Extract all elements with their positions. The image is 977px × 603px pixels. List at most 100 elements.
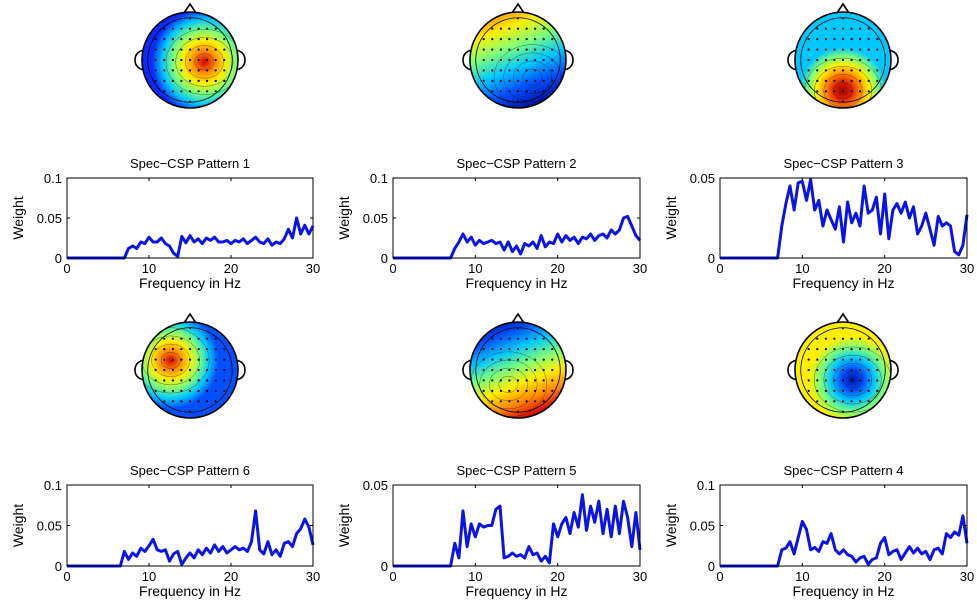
- electrode: [180, 80, 182, 82]
- electrode: [163, 400, 165, 402]
- electrode: [483, 49, 485, 51]
- electrode: [825, 379, 827, 381]
- electrode: [526, 348, 528, 350]
- electrode: [851, 28, 853, 30]
- chart-title: Spec−CSP Pattern 1: [130, 156, 250, 171]
- electrode: [500, 90, 502, 92]
- electrode: [189, 28, 191, 30]
- x-axis-label: Frequency in Hz: [139, 275, 241, 291]
- electrode: [816, 379, 818, 381]
- electrode: [206, 69, 208, 71]
- electrode: [508, 69, 510, 71]
- electrode: [491, 390, 493, 392]
- electrode: [526, 400, 528, 402]
- electrode: [534, 390, 536, 392]
- electrode: [842, 69, 844, 71]
- electrode: [876, 359, 878, 361]
- electrode: [517, 28, 519, 30]
- electrode: [483, 80, 485, 82]
- electrode: [206, 28, 208, 30]
- electrode: [163, 90, 165, 92]
- electrode: [842, 369, 844, 371]
- electrode: [155, 49, 157, 51]
- electrode: [508, 338, 510, 340]
- electrode: [859, 348, 861, 350]
- electrode: [491, 400, 493, 402]
- y-tick-label: 0.05: [37, 211, 62, 226]
- electrode: [816, 400, 818, 402]
- electrode: [876, 49, 878, 51]
- electrode: [215, 49, 217, 51]
- electrode: [508, 80, 510, 82]
- y-tick-label: 0: [55, 559, 62, 574]
- electrode: [198, 59, 200, 61]
- electrode: [215, 379, 217, 381]
- electrode: [483, 379, 485, 381]
- electrode: [155, 80, 157, 82]
- electrode: [551, 69, 553, 71]
- electrode: [198, 359, 200, 361]
- electrode: [868, 338, 870, 340]
- x-tick-label: 0: [63, 261, 70, 276]
- electrode: [833, 369, 835, 371]
- electrode: [825, 359, 827, 361]
- x-tick-label: 30: [306, 261, 320, 276]
- data-series-line: [67, 218, 313, 258]
- scalp-map: [463, 4, 573, 110]
- electrode: [816, 59, 818, 61]
- y-tick-label: 0.05: [37, 519, 62, 534]
- electrode: [868, 80, 870, 82]
- electrode: [534, 90, 536, 92]
- electrode: [859, 338, 861, 340]
- electrode: [163, 338, 165, 340]
- electrode: [508, 49, 510, 51]
- electrode: [198, 90, 200, 92]
- electrode: [816, 90, 818, 92]
- electrode: [172, 80, 174, 82]
- electrode: [825, 390, 827, 392]
- electrode: [816, 80, 818, 82]
- electrode: [223, 49, 225, 51]
- x-tick-label: 20: [877, 261, 891, 276]
- electrode: [491, 90, 493, 92]
- electrode: [543, 369, 545, 371]
- panel-5: Spec−CSP Pattern 50 10 20 3000.05Frequency …: [336, 314, 647, 599]
- electrode: [526, 338, 528, 340]
- electrode: [172, 38, 174, 40]
- data-series-line: [393, 495, 640, 566]
- panel-3: Spec−CSP Pattern 30 10 20 3000.05Frequency …: [663, 4, 974, 291]
- y-tick-label: 0.05: [690, 519, 715, 534]
- electrode: [206, 338, 208, 340]
- electrode: [517, 90, 519, 92]
- panel-4: Spec−CSP Pattern 6 0 10 20 30 0 0.05 0.1 Frequen…: [10, 314, 320, 599]
- electrode: [155, 348, 157, 350]
- electrode: [825, 28, 827, 30]
- electrode: [816, 348, 818, 350]
- electrode: [180, 90, 182, 92]
- electrode: [206, 348, 208, 350]
- electrode: [551, 49, 553, 51]
- data-series-line: [393, 216, 640, 258]
- electrode: [851, 338, 853, 340]
- x-tick-label: 0: [63, 569, 70, 584]
- electrode: [491, 369, 493, 371]
- electrode: [500, 359, 502, 361]
- electrode: [491, 28, 493, 30]
- electrode: [816, 359, 818, 361]
- electrode: [163, 348, 165, 350]
- y-tick-label: 0: [708, 559, 715, 574]
- electrode: [155, 369, 157, 371]
- electrode: [543, 359, 545, 361]
- electrode: [816, 38, 818, 40]
- electrode: [534, 59, 536, 61]
- electrode: [551, 390, 553, 392]
- electrode: [859, 379, 861, 381]
- electrode: [808, 38, 810, 40]
- electrode: [825, 369, 827, 371]
- electrode: [172, 379, 174, 381]
- electrode: [198, 80, 200, 82]
- x-tick-label: 30: [306, 569, 320, 584]
- electrode: [163, 28, 165, 30]
- electrode: [808, 390, 810, 392]
- x-tick-label: 20: [877, 569, 891, 584]
